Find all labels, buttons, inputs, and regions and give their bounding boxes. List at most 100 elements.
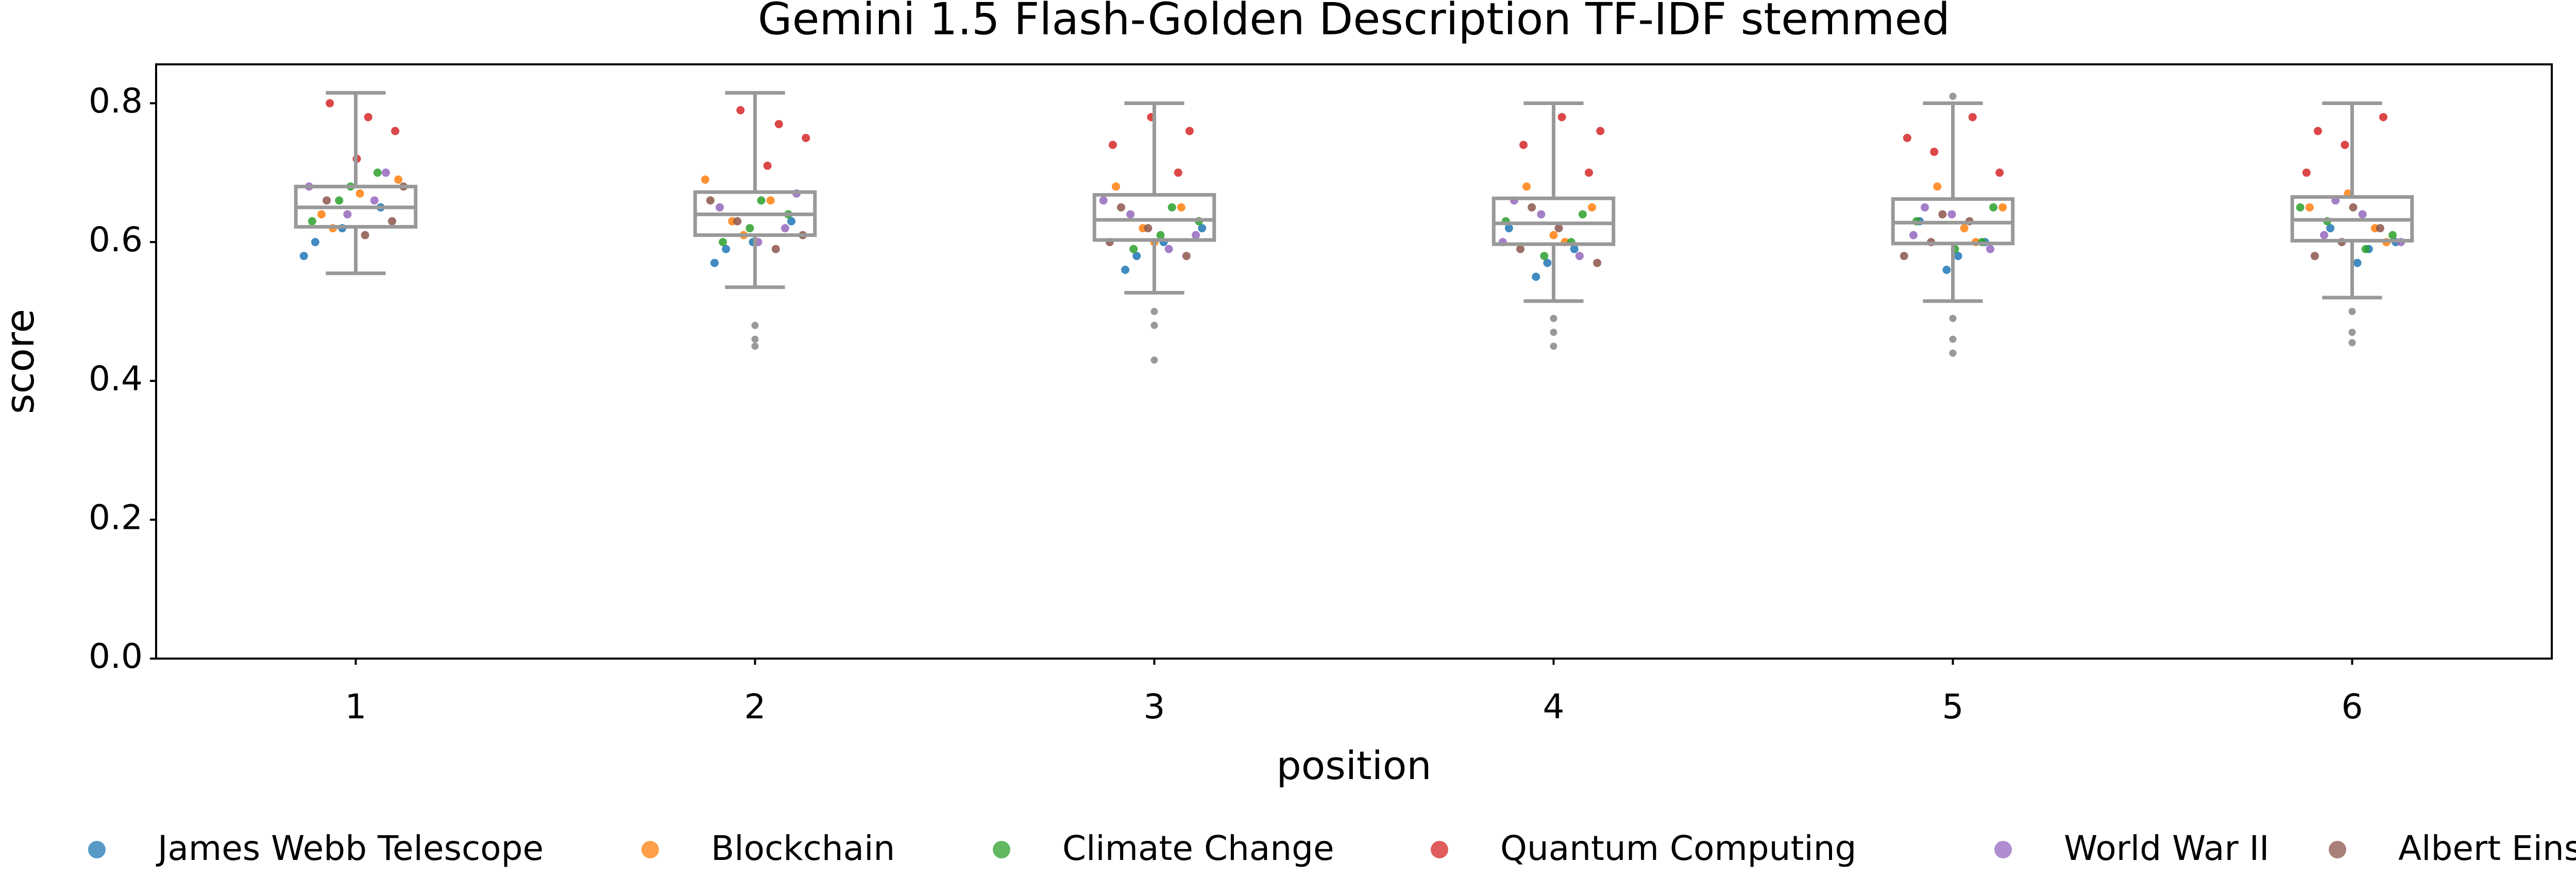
strip-point (1954, 252, 1962, 261)
x-tick-label: 4 (1543, 687, 1565, 727)
strip-point (355, 189, 364, 198)
strip-point (2320, 231, 2329, 239)
strip-point (1998, 203, 2007, 212)
strip-point (1960, 224, 1969, 233)
strip-point (1182, 252, 1191, 261)
strip-point (1543, 258, 1552, 267)
strip-point (1942, 266, 1951, 274)
strip-point (1174, 168, 1182, 177)
flier (751, 321, 759, 329)
x-axis-label: position (1276, 743, 1431, 788)
strip-point (1144, 224, 1153, 233)
strip-point (1903, 133, 1911, 142)
flier (2348, 329, 2356, 336)
strip-point (2314, 127, 2323, 135)
strip-point (1549, 231, 1558, 239)
strip-point (388, 217, 397, 226)
y-tick-label: 0.8 (89, 81, 143, 121)
strip-point (308, 217, 316, 226)
strip-point (1554, 224, 1563, 233)
strip-point (299, 252, 308, 261)
strip-point (1504, 224, 1513, 233)
x-tick-label: 1 (345, 687, 367, 727)
strip-point (2310, 252, 2319, 261)
legend-label: Blockchain (711, 829, 895, 868)
chart-title: Gemini 1.5 Flash-Golden Description TF-I… (758, 0, 1950, 45)
strip-point (1947, 210, 1956, 219)
strip-point (1132, 252, 1141, 261)
flier (1949, 349, 1957, 357)
strip-point (370, 196, 379, 205)
strip-point (745, 224, 754, 233)
strip-point (1537, 210, 1546, 219)
strip-point (1540, 252, 1549, 261)
flier (2348, 339, 2356, 347)
y-axis-label: score (0, 309, 43, 414)
strip-point (1930, 147, 1939, 156)
strip-point (1938, 210, 1947, 219)
strip-point (381, 168, 390, 177)
strip-point (1117, 203, 1126, 212)
strip-point (2353, 258, 2362, 267)
strip-point (1129, 245, 1138, 253)
flier (2348, 307, 2356, 315)
legend-label: World War II (2064, 829, 2269, 868)
strip-point (1522, 182, 1531, 191)
strip-point (2388, 231, 2397, 239)
strip-point (781, 224, 789, 233)
flier (1949, 335, 1957, 343)
strip-point (701, 175, 709, 184)
legend-marker (88, 841, 106, 858)
strip-point (2302, 168, 2311, 177)
x-tick-label: 3 (1144, 687, 1165, 727)
strip-point (1528, 203, 1536, 212)
flier (1550, 342, 1557, 350)
strip-point (1108, 141, 1117, 149)
strip-point (787, 217, 796, 226)
strip-point (1570, 245, 1579, 253)
legend-label: Albert Einstein (2398, 829, 2576, 868)
strip-point (1585, 168, 1594, 177)
strip-point (1596, 127, 1605, 135)
strip-point (1557, 113, 1566, 122)
strip-point (1121, 266, 1130, 274)
legend-label: Climate Change (1062, 829, 1334, 868)
strip-point (1177, 203, 1185, 212)
strip-point (2358, 210, 2367, 219)
strip-point (710, 258, 719, 267)
y-tick-label: 0.4 (89, 359, 143, 399)
strip-point (1167, 203, 1176, 212)
legend-label: James Webb Telescope (156, 829, 544, 868)
strip-point (719, 238, 727, 247)
strip-point (2305, 203, 2314, 212)
legend-marker (993, 841, 1010, 858)
x-tick-label: 2 (744, 687, 766, 727)
strip-point (1111, 182, 1120, 191)
strip-point (1156, 231, 1165, 239)
legend-marker (2329, 841, 2346, 858)
strip-point (311, 238, 319, 247)
flier (1150, 321, 1158, 329)
strip-point (1921, 203, 1929, 212)
strip-point (323, 196, 331, 205)
flier (1949, 93, 1957, 100)
strip-point (1900, 252, 1908, 261)
y-tick-label: 0.2 (89, 497, 143, 537)
flier (1150, 307, 1158, 315)
strip-point (1532, 272, 1540, 281)
strip-point (1986, 245, 1995, 253)
strip-point (763, 161, 772, 170)
strip-point (1192, 231, 1200, 239)
flier (751, 335, 759, 343)
strip-point (1593, 258, 1602, 267)
strip-point (394, 175, 403, 184)
strip-point (1933, 182, 1942, 191)
box (1092, 193, 1216, 242)
strip-point (1164, 245, 1173, 253)
strip-point (1989, 203, 1998, 212)
strip-point (1909, 231, 1918, 239)
strip-point (802, 133, 810, 142)
flier (1550, 329, 1557, 336)
y-tick-label: 0.0 (89, 636, 143, 676)
strip-point (1126, 210, 1135, 219)
